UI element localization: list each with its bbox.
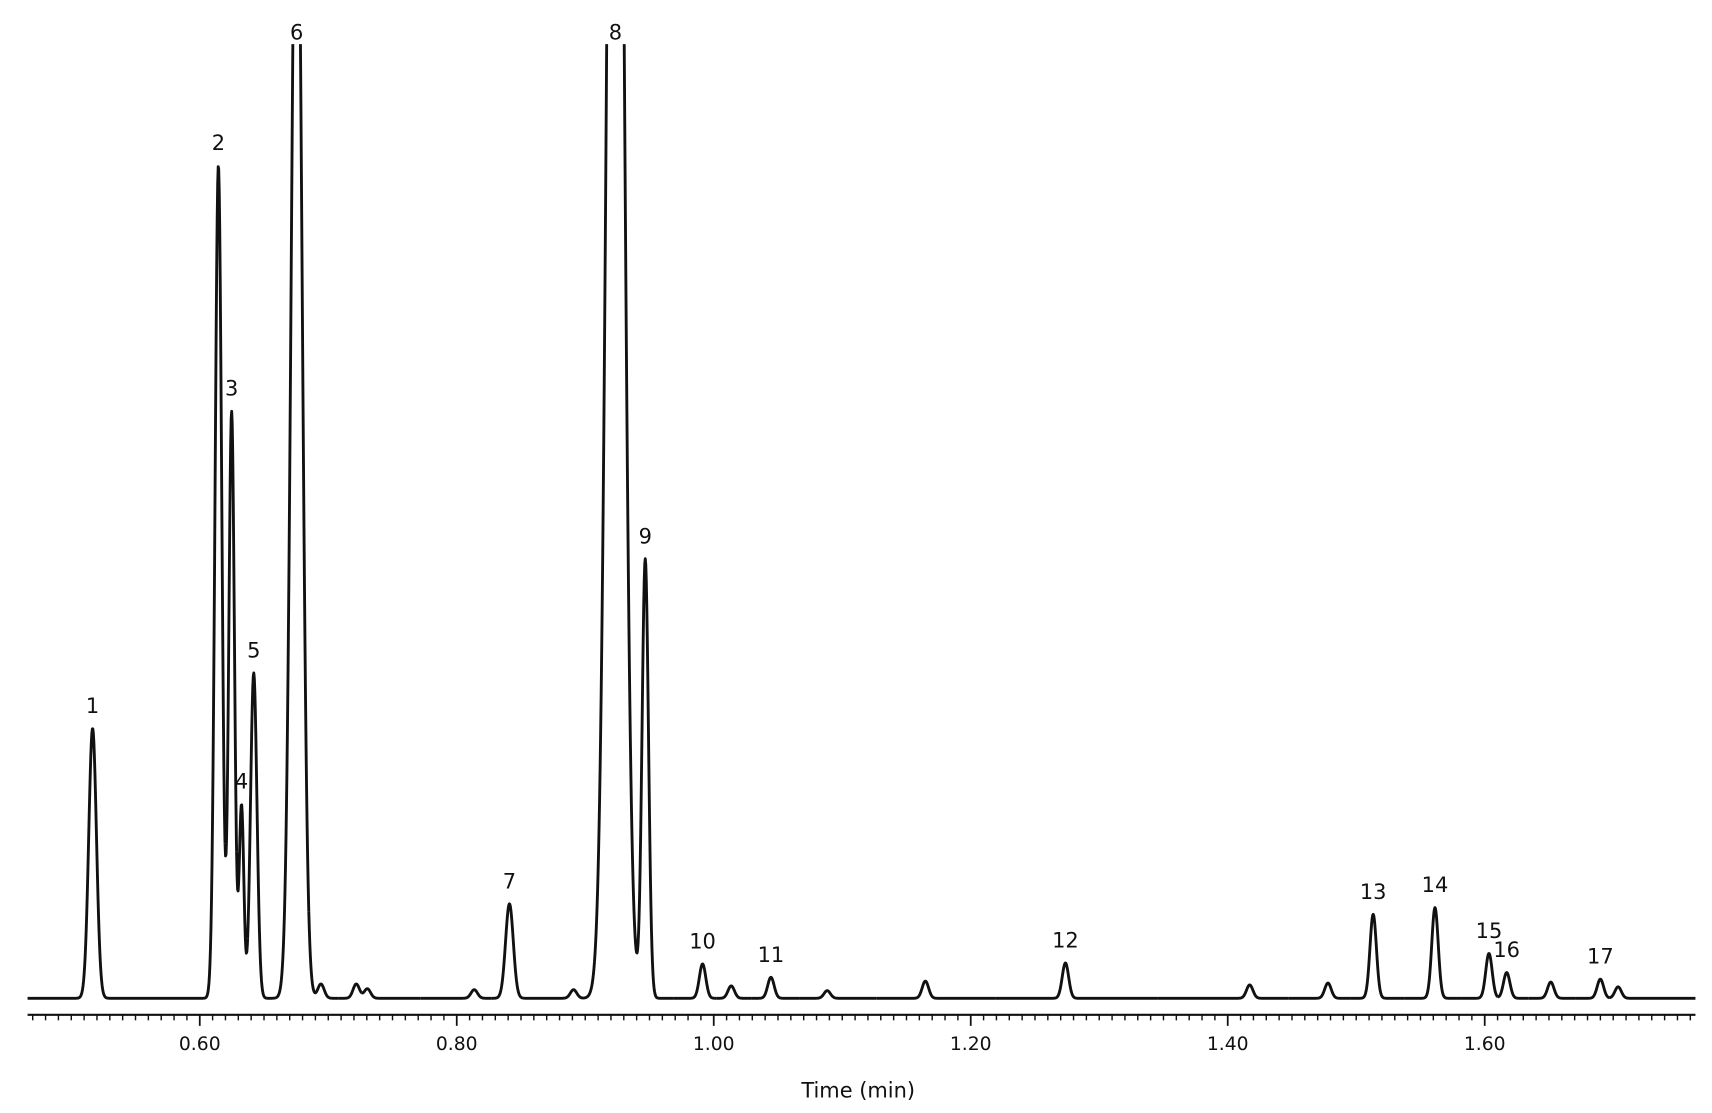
peak-trace — [223, 409, 239, 858]
peak-trace — [1349, 912, 1406, 1000]
peak-label: 1 — [86, 694, 99, 718]
peak-trace — [246, 671, 277, 1000]
peak-label: 6 — [290, 21, 303, 45]
peak-label: 13 — [1360, 880, 1387, 904]
x-tick-label: 1.60 — [1464, 1034, 1506, 1055]
peak-label: 2 — [212, 131, 225, 155]
peak-trace — [1608, 985, 1697, 1000]
peak-trace — [274, 44, 311, 1000]
peak-trace — [750, 975, 801, 1000]
peak-label: 5 — [247, 638, 260, 662]
peak-trace — [798, 989, 878, 1000]
peak-trace — [875, 979, 997, 1000]
x-axis: 0.60 0.80 1.00 1.20 1.40 1.60 — [27, 1013, 1696, 1055]
peak-trace — [26, 727, 157, 1000]
peak-trace — [672, 962, 719, 1000]
peak-trace — [1287, 981, 1352, 1000]
peak-label: 17 — [1587, 945, 1614, 969]
peak-trace — [540, 960, 596, 1000]
peak-trace — [593, 44, 632, 962]
peak-label: 12 — [1052, 929, 1079, 953]
peak-label: 3 — [225, 377, 238, 401]
peak-label: 4 — [235, 770, 248, 794]
x-tick-label: 1.20 — [950, 1034, 992, 1055]
peak-trace — [1461, 952, 1499, 1000]
x-tick-label: 0.80 — [436, 1034, 478, 1055]
peak-trace — [628, 557, 675, 1000]
peak-label: 10 — [689, 929, 716, 953]
x-axis-title: Time (min) — [800, 1079, 915, 1103]
peak-label: 15 — [1476, 919, 1503, 943]
peak-trace — [490, 902, 543, 1000]
peak-trace — [419, 988, 494, 1000]
peak-trace — [1527, 980, 1577, 1000]
x-tick-label: 1.40 — [1207, 1034, 1249, 1055]
peak-trace — [235, 803, 250, 955]
peak-trace — [1403, 906, 1464, 1000]
trace-group — [26, 44, 1697, 1000]
peak-trace — [1496, 971, 1531, 1000]
peak-trace — [715, 984, 753, 1000]
peak-trace — [1574, 977, 1611, 1000]
peak-trace — [1156, 983, 1291, 1000]
x-tick-label: 1.00 — [693, 1034, 735, 1055]
peak-trace — [360, 987, 422, 1000]
peak-trace — [307, 911, 340, 1000]
x-tick-label: 0.60 — [179, 1034, 221, 1055]
peak-label: 8 — [609, 21, 622, 45]
peak-trace — [154, 165, 227, 1000]
peak-label: 14 — [1422, 873, 1449, 897]
peak-trace — [994, 961, 1159, 1000]
peak-label: 7 — [503, 869, 516, 893]
peak-label: 16 — [1493, 938, 1520, 962]
peak-trace — [337, 982, 364, 1000]
peak-label: 11 — [758, 943, 785, 967]
peak-label: 9 — [639, 524, 652, 548]
